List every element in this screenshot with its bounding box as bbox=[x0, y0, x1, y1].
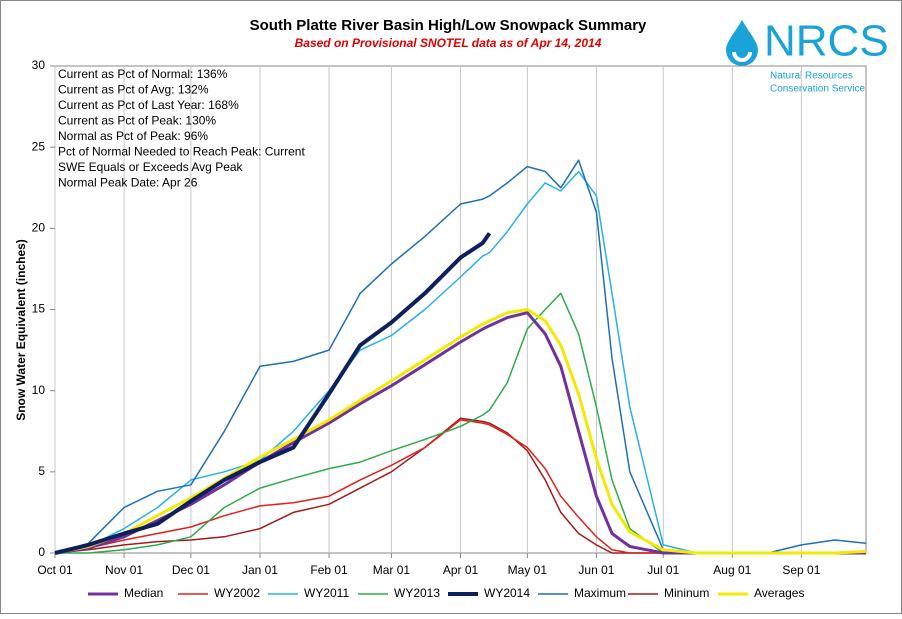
y-tick-label: 30 bbox=[32, 58, 46, 72]
x-tick-label: Aug 01 bbox=[713, 563, 751, 577]
x-tick-label: Jul 01 bbox=[647, 563, 679, 577]
legend-label: Median bbox=[124, 586, 163, 600]
logo-line: Natural Resources bbox=[770, 71, 853, 82]
x-tick-label: Oct 01 bbox=[37, 563, 73, 577]
annotation: SWE Equals or Exceeds Avg Peak bbox=[58, 160, 244, 174]
x-tick-label: Sep 01 bbox=[782, 563, 820, 577]
logo-mark: NRCS bbox=[764, 17, 889, 66]
x-tick-label: Apr 01 bbox=[443, 563, 479, 577]
annotation: Current as Pct of Peak: 130% bbox=[58, 114, 216, 128]
chart-subtitle: Based on Provisional SNOTEL data as of A… bbox=[295, 36, 602, 50]
logo: NRCS Natural Resources Conservation Serv… bbox=[726, 17, 889, 95]
annotation: Current as Pct of Normal: 136% bbox=[58, 67, 228, 81]
y-tick-label: 25 bbox=[32, 139, 46, 153]
y-tick-label: 0 bbox=[38, 545, 45, 559]
y-axis-label: Snow Water Equivalent (inches) bbox=[14, 239, 28, 421]
legend-label: WY2013 bbox=[394, 586, 440, 600]
x-tick-label: Feb 01 bbox=[310, 563, 348, 577]
x-tick-label: May 01 bbox=[508, 563, 548, 577]
y-tick-label: 10 bbox=[32, 383, 46, 397]
series-line bbox=[54, 232, 492, 555]
y-tick-label: 5 bbox=[38, 464, 45, 478]
legend-label: Mininum bbox=[664, 586, 709, 600]
annotation: Current as Pct of Avg: 132% bbox=[58, 83, 209, 97]
legend-label: WY2002 bbox=[214, 586, 260, 600]
annotation: Pct of Normal Needed to Reach Peak: Curr… bbox=[58, 145, 305, 159]
legend-label: WY2014 bbox=[484, 586, 530, 600]
chart-title: South Platte River Basin High/Low Snowpa… bbox=[250, 17, 647, 34]
legend-label: WY2011 bbox=[304, 586, 349, 600]
logo-line: Conservation Service bbox=[770, 84, 865, 95]
legend-label: Averages bbox=[754, 586, 804, 600]
x-tick-label: Mar 01 bbox=[373, 563, 411, 577]
y-tick-label: 20 bbox=[32, 221, 46, 235]
annotation: Current as Pct of Last Year: 168% bbox=[58, 98, 239, 112]
x-tick-label: Jun 01 bbox=[578, 563, 614, 577]
logo-wave bbox=[732, 51, 752, 62]
x-tick-label: Nov 01 bbox=[105, 563, 143, 577]
annotation: Normal as Pct of Peak: 96% bbox=[58, 129, 208, 143]
legend-label: Maximum bbox=[574, 586, 626, 600]
y-tick-label: 15 bbox=[32, 302, 46, 316]
annotation: Normal Peak Date: Apr 26 bbox=[58, 176, 198, 190]
x-tick-label: Dec 01 bbox=[172, 563, 210, 577]
x-tick-label: Jan 01 bbox=[242, 563, 278, 577]
